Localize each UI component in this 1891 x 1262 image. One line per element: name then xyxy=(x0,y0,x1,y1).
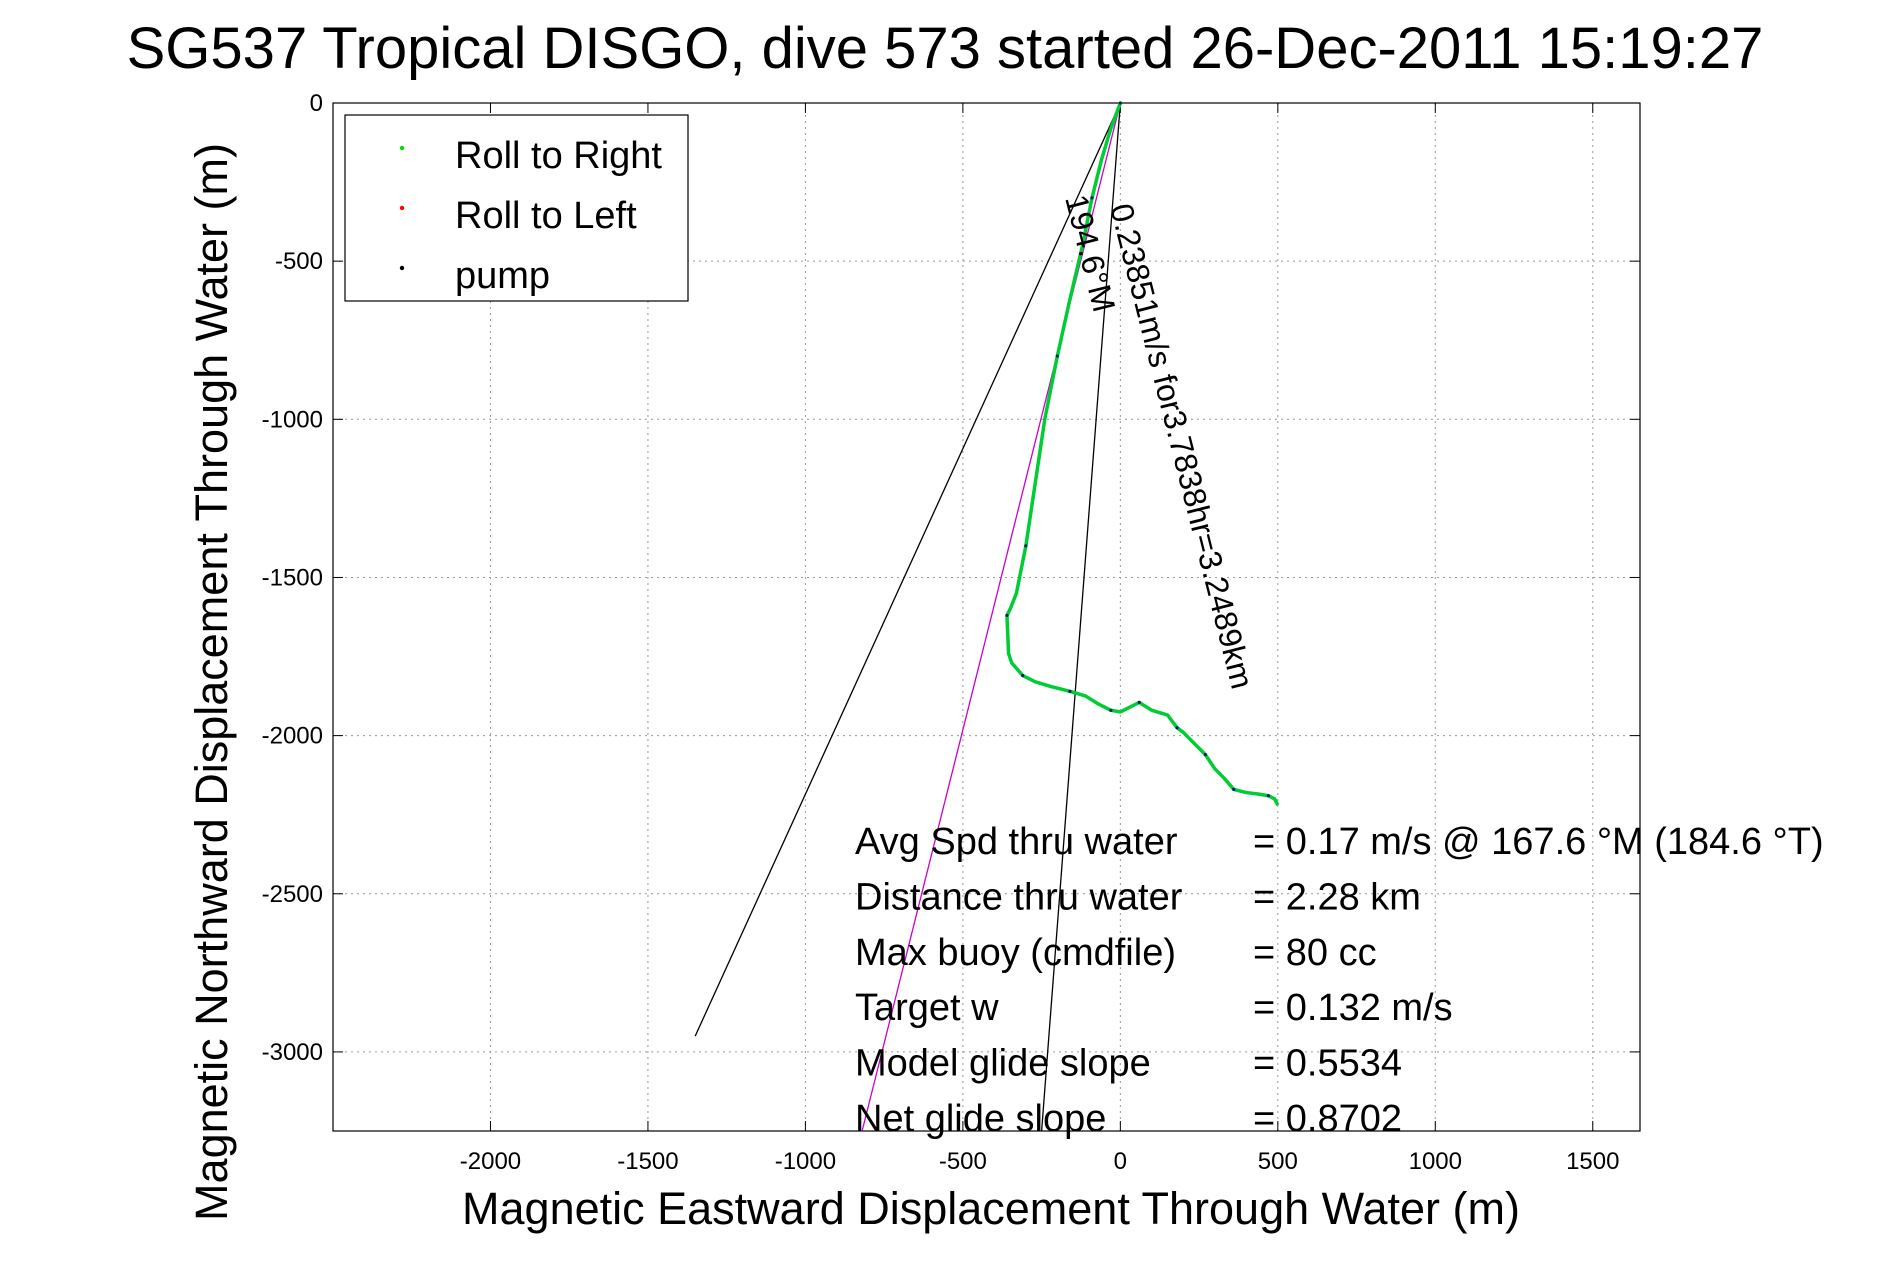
x-tick-label: -1000 xyxy=(775,1148,836,1175)
stat-value: = 0.5534 xyxy=(1253,1043,1402,1085)
y-tick-label: -2000 xyxy=(262,723,323,750)
pump-point xyxy=(1024,544,1028,548)
stat-label: Target w xyxy=(855,987,999,1029)
stat-value: = 2.28 km xyxy=(1253,876,1421,918)
cone-left-line xyxy=(694,102,1121,1037)
pump-point xyxy=(1090,196,1094,200)
pump-point xyxy=(1203,752,1207,757)
x-tick-label: -1500 xyxy=(617,1148,678,1175)
legend: Roll to Right Roll to Left pump xyxy=(344,114,689,302)
pump-point xyxy=(1266,794,1270,798)
x-tick-label: -500 xyxy=(939,1148,987,1175)
stat-value: = 0.17 m/s @ 167.6 °M (184.6 °T) xyxy=(1253,821,1824,863)
x-tick-label: 500 xyxy=(1258,1148,1298,1175)
legend-marker xyxy=(399,265,405,271)
x-tick-label: -2000 xyxy=(460,1148,521,1175)
axes-box xyxy=(332,102,1641,1132)
track-line xyxy=(1005,102,1280,806)
x-tick-label: 1000 xyxy=(1409,1148,1462,1175)
legend-entry: Roll to Left xyxy=(455,195,637,237)
stat-label: Model glide slope xyxy=(855,1043,1151,1085)
legend-entry: Roll to Right xyxy=(455,135,662,177)
stat-value: = 80 cc xyxy=(1253,932,1377,974)
diag-label-speed: 0.23851m/s for3.7838hr=3.2489km xyxy=(1103,200,1260,693)
plot-area: -2000 -1500 -1000 -500 0 500 1000 1500 0 -500 -100… xyxy=(262,90,1641,1175)
x-tick-label: 0 xyxy=(1114,1148,1127,1175)
y-tick-label: -500 xyxy=(275,248,323,275)
annotations: 0.23851m/s for3.7838hr=3.2489km194.6°MAv… xyxy=(855,191,1824,1140)
pump-point xyxy=(1137,700,1141,705)
stat-value: = 0.8702 xyxy=(1253,1098,1402,1140)
pump-point xyxy=(1109,708,1113,712)
y-tick-label: -2500 xyxy=(262,881,323,908)
stat-label: Avg Spd thru water xyxy=(855,821,1178,863)
legend-marker xyxy=(399,205,405,211)
y-tick-label: -1500 xyxy=(262,564,323,591)
pump-point xyxy=(1118,101,1122,105)
legend-marker xyxy=(399,145,405,151)
y-tick-label: -1000 xyxy=(262,406,323,433)
stat-label: Net glide slope xyxy=(855,1098,1106,1140)
pump-point xyxy=(1055,354,1059,358)
x-axis-label: Magnetic Eastward Displacement Through W… xyxy=(462,1183,1520,1234)
pump-point xyxy=(1005,613,1009,618)
y-tick-label: -3000 xyxy=(262,1039,323,1066)
stat-label: Distance thru water xyxy=(855,876,1183,918)
pump-point xyxy=(1232,787,1236,791)
stat-label: Max buoy (cmdfile) xyxy=(855,932,1176,974)
y-axis-label: Magnetic Northward Displacement Through … xyxy=(186,143,237,1221)
legend-entry: pump xyxy=(455,255,550,297)
pump-point xyxy=(1068,689,1072,693)
pump-point xyxy=(1021,673,1025,678)
chart-title: SG537 Tropical DISGO, dive 573 started 2… xyxy=(127,16,1764,81)
cone-right-line xyxy=(1040,102,1121,1132)
y-tick-label: 0 xyxy=(310,90,323,117)
stat-value: = 0.132 m/s xyxy=(1253,987,1453,1029)
x-tick-label: 1500 xyxy=(1566,1148,1619,1175)
pump-point xyxy=(1175,726,1179,730)
